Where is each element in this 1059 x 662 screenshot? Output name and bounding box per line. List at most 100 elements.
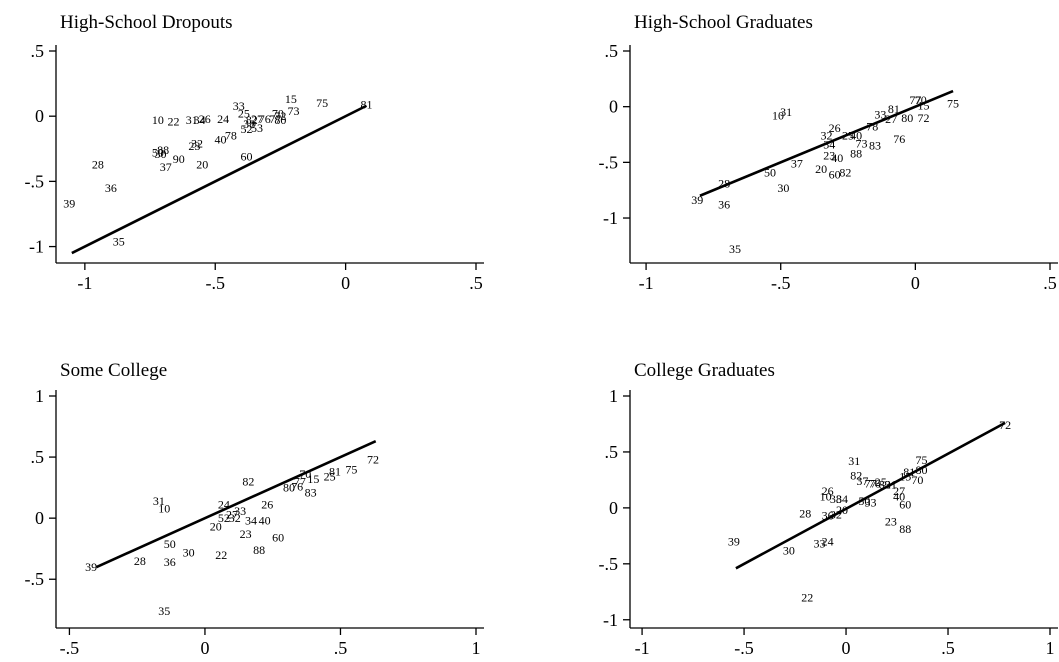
y-tick-label: 0 [35,508,44,528]
point-label: 20 [815,162,827,176]
point-label: 26 [199,112,211,126]
x-tick-label: 0 [842,638,851,658]
point-label: 32 [229,511,241,525]
fit-line [699,89,954,197]
point-label: 75 [345,462,357,476]
fit-line [71,104,368,255]
point-label: 28 [92,157,104,171]
point-label: 83 [869,139,881,153]
point-label: 31 [780,105,792,119]
point-label: 76 [869,476,881,490]
point-label: 39 [691,193,703,207]
point-label: 37 [160,160,172,174]
point-label: 40 [214,133,226,147]
point-label: 22 [801,590,813,604]
point-label: 32 [820,129,832,143]
x-tick-label: -.5 [205,273,225,293]
point-label: 52 [218,511,230,525]
point-label: 81 [903,465,915,479]
point-label: 50 [164,537,176,551]
point-label: 35 [113,234,125,248]
point-label: 73 [287,104,299,118]
point-label: 60 [899,498,911,512]
point-label: 50 [858,494,870,508]
point-label: 90 [173,152,185,166]
point-label: 88 [850,146,862,160]
point-label: 33 [234,504,246,518]
y-tick-label: .5 [605,442,619,462]
x-tick-label: -.5 [734,638,754,658]
point-label: 83 [305,486,317,500]
point-label: 40 [850,129,862,143]
point-label: 60 [241,150,253,164]
point-label: 26 [261,498,273,512]
point-label: 23 [823,149,835,163]
point-label: 77 [269,112,281,126]
y-tick-label: -.5 [25,171,45,191]
point-label: 22 [215,548,227,562]
point-label: 31 [848,454,860,468]
point-label: 70 [915,93,927,107]
point-label: 32 [191,137,203,151]
x-tick-label: .5 [334,638,348,658]
point-label: 38 [830,492,842,506]
panel-title: High-School Graduates [634,12,813,33]
x-tick-label: 1 [472,638,481,658]
point-label: 20 [836,503,848,517]
y-tick-label: .5 [605,41,619,61]
point-label: 30 [154,147,166,161]
point-label: 23 [885,514,897,528]
point-label: 33 [814,537,826,551]
point-label: 72 [999,418,1011,432]
y-tick-label: -.5 [25,569,45,589]
point-label: 25 [324,470,336,484]
point-label: 15 [917,99,929,113]
point-label: 70 [272,107,284,121]
point-label: 15 [285,92,297,106]
y-tick-label: .5 [31,41,45,61]
point-label: 72 [367,453,379,467]
point-label: 28 [134,554,146,568]
point-label: 39 [728,534,740,548]
point-label: 28 [799,506,811,520]
x-tick-label: -1 [77,273,92,293]
point-label: 20 [196,157,208,171]
point-label: 81 [360,97,372,111]
point-label: 20 [210,520,222,534]
point-label: 33 [233,99,245,113]
y-tick-label: .5 [31,447,45,467]
x-tick-label: -1 [639,273,654,293]
point-label: 27 [885,112,897,126]
point-label: 75 [916,453,928,467]
point-label: 24 [822,534,834,548]
point-label: 36 [822,509,834,523]
point-label: 76 [893,132,905,146]
point-label: 36 [718,198,730,212]
point-label: 60 [272,531,284,545]
point-label: 75 [316,96,328,110]
point-label: 80 [916,463,928,477]
point-label: 25 [238,107,250,121]
point-label: 37 [856,474,868,488]
y-tick-label: 1 [35,386,44,406]
point-label: 76 [291,479,303,493]
point-label: 25 [875,475,887,489]
point-label: 35 [158,604,170,618]
point-label: 24 [218,498,230,512]
point-label: 36 [164,555,176,569]
point-label: 35 [729,242,741,256]
point-label: 37 [791,156,803,170]
point-label: 30 [777,181,789,195]
point-label: 30 [783,543,795,557]
x-tick-label: -.5 [771,273,791,293]
point-label: 40 [259,514,271,528]
x-tick-label: -.5 [60,638,80,658]
point-label: 88 [899,522,911,536]
point-label: 28 [718,177,730,191]
point-label: 34 [245,514,257,528]
point-label: 33 [865,495,877,509]
y-tick-label: 0 [609,97,618,117]
point-label: 52 [241,122,253,136]
point-label: 82 [242,475,254,489]
x-tick-label: -1 [635,638,650,658]
